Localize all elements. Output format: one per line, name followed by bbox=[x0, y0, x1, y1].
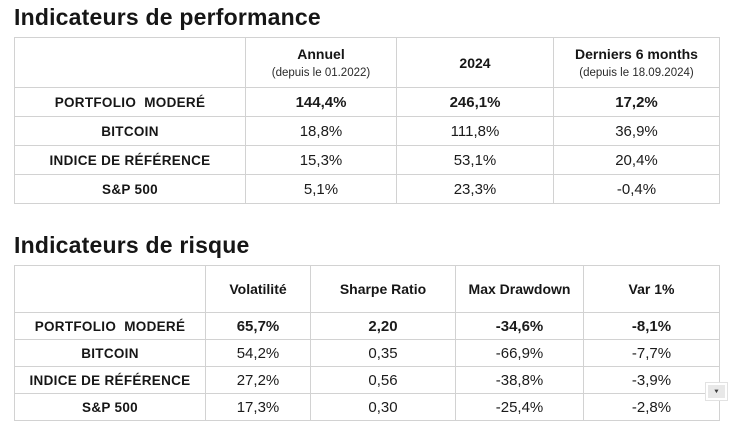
corner-cell bbox=[14, 265, 206, 313]
cell-dropdown-button[interactable]: ▼ bbox=[705, 382, 728, 401]
cell-value: -8,1% bbox=[583, 312, 720, 340]
cell-value: -3,9% bbox=[583, 366, 720, 394]
cell-value: 27,2% bbox=[205, 366, 311, 394]
table-row-portfolio-modere: PORTFOLIO MODERÉ 144,4% 246,1% 17,2% bbox=[14, 87, 720, 117]
column-header-title: Max Drawdown bbox=[468, 281, 571, 297]
cell-value: -34,6% bbox=[455, 312, 584, 340]
cell-value: 20,4% bbox=[553, 145, 720, 175]
cell-value: 0,35 bbox=[310, 339, 456, 367]
row-label: S&P 500 bbox=[14, 174, 246, 204]
column-header-title: 2024 bbox=[459, 54, 491, 71]
column-header-2024: 2024 bbox=[396, 37, 554, 88]
cell-value: 36,9% bbox=[553, 116, 720, 146]
row-label: S&P 500 bbox=[14, 393, 206, 421]
column-header-annuel: Annuel (depuis le 01.2022) bbox=[245, 37, 397, 88]
cell-value: 54,2% bbox=[205, 339, 311, 367]
column-header-title: Derniers 6 months bbox=[575, 46, 698, 62]
risk-table: Volatilité Sharpe Ratio Max Drawdown Var… bbox=[14, 265, 720, 421]
cell-value: 144,4% bbox=[245, 87, 397, 117]
column-header-subtitle: (depuis le 01.2022) bbox=[271, 67, 371, 79]
cell-value: 15,3% bbox=[245, 145, 397, 175]
corner-cell bbox=[14, 37, 246, 88]
table-row-indice-de-reference: INDICE DE RÉFÉRENCE 15,3% 53,1% 20,4% bbox=[14, 145, 720, 175]
column-header-title: Volatilité bbox=[229, 281, 287, 297]
row-label: PORTFOLIO MODERÉ bbox=[14, 87, 246, 117]
cell-value: 2,20 bbox=[310, 312, 456, 340]
cell-value: -25,4% bbox=[455, 393, 584, 421]
cell-value: 111,8% bbox=[396, 116, 554, 146]
cell-value: -7,7% bbox=[583, 339, 720, 367]
performance-table: Annuel (depuis le 01.2022) 2024 Derniers… bbox=[14, 37, 720, 204]
cell-value: 65,7% bbox=[205, 312, 311, 340]
column-header-volatilite: Volatilité bbox=[205, 265, 311, 313]
table-row-indice-de-reference: INDICE DE RÉFÉRENCE 27,2% 0,56 -38,8% -3… bbox=[14, 366, 720, 394]
cell-value: 23,3% bbox=[396, 174, 554, 204]
column-header-subtitle: (depuis le 18.09.2024) bbox=[579, 67, 694, 79]
column-header-title: Annuel bbox=[297, 46, 345, 62]
column-header-var-1pct: Var 1% bbox=[583, 265, 720, 313]
cell-value: 5,1% bbox=[245, 174, 397, 204]
table-row-sp500: S&P 500 5,1% 23,3% -0,4% bbox=[14, 174, 720, 204]
cell-value: -0,4% bbox=[553, 174, 720, 204]
cell-value: 17,3% bbox=[205, 393, 311, 421]
column-header-derniers-6-months: Derniers 6 months (depuis le 18.09.2024) bbox=[553, 37, 720, 88]
cell-value: 53,1% bbox=[396, 145, 554, 175]
column-header-max-drawdown: Max Drawdown bbox=[455, 265, 584, 313]
cell-value: 0,56 bbox=[310, 366, 456, 394]
column-header-title: Var 1% bbox=[628, 281, 675, 297]
row-label: INDICE DE RÉFÉRENCE bbox=[14, 366, 206, 394]
row-label: INDICE DE RÉFÉRENCE bbox=[14, 145, 246, 175]
performance-header-row: Annuel (depuis le 01.2022) 2024 Derniers… bbox=[14, 37, 720, 88]
cell-value: 0,30 bbox=[310, 393, 456, 421]
cell-value: -2,8% bbox=[583, 393, 720, 421]
cell-value: 17,2% bbox=[553, 87, 720, 117]
table-row-sp500: S&P 500 17,3% 0,30 -25,4% -2,8% bbox=[14, 393, 720, 421]
column-header-sharpe-ratio: Sharpe Ratio bbox=[310, 265, 456, 313]
table-row-bitcoin: BITCOIN 18,8% 111,8% 36,9% bbox=[14, 116, 720, 146]
row-label: BITCOIN bbox=[14, 116, 246, 146]
cell-value: 18,8% bbox=[245, 116, 397, 146]
row-label: BITCOIN bbox=[14, 339, 206, 367]
table-row-portfolio-modere: PORTFOLIO MODERÉ 65,7% 2,20 -34,6% -8,1% bbox=[14, 312, 720, 340]
cell-value: -38,8% bbox=[455, 366, 584, 394]
column-header-title: Sharpe Ratio bbox=[339, 281, 427, 297]
cell-value: -66,9% bbox=[455, 339, 584, 367]
risk-section-title: Indicateurs de risque bbox=[14, 232, 250, 258]
table-row-bitcoin: BITCOIN 54,2% 0,35 -66,9% -7,7% bbox=[14, 339, 720, 367]
performance-section-title: Indicateurs de performance bbox=[14, 4, 321, 30]
chevron-down-icon: ▼ bbox=[713, 388, 720, 395]
row-label: PORTFOLIO MODERÉ bbox=[14, 312, 206, 340]
risk-header-row: Volatilité Sharpe Ratio Max Drawdown Var… bbox=[14, 265, 720, 313]
cell-value: 246,1% bbox=[396, 87, 554, 117]
